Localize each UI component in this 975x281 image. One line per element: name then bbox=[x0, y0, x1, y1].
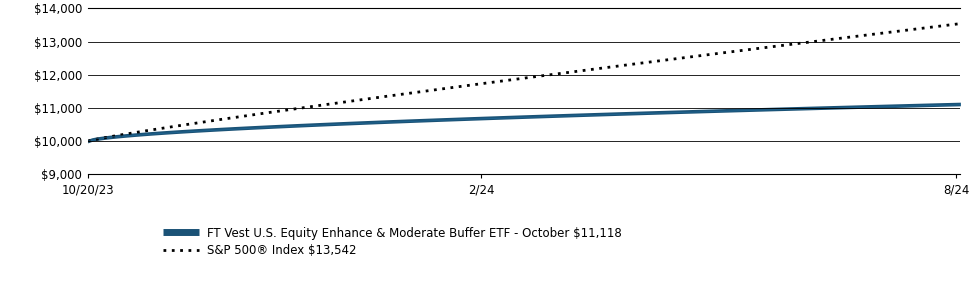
Legend: FT Vest U.S. Equity Enhance & Moderate Buffer ETF - October $11,118, S&P 500® In: FT Vest U.S. Equity Enhance & Moderate B… bbox=[164, 226, 622, 257]
